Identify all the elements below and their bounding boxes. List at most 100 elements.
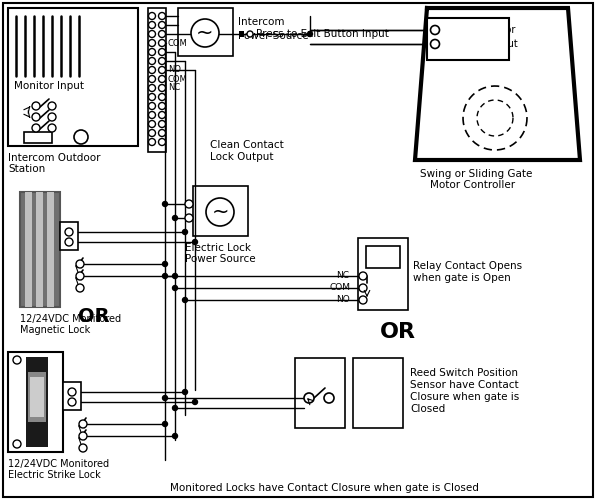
- Circle shape: [206, 198, 234, 226]
- Bar: [60, 222, 78, 250]
- Text: Monitored Locks have Contact Closure when gate is Closed: Monitored Locks have Contact Closure whe…: [170, 483, 479, 493]
- Circle shape: [159, 112, 166, 118]
- Circle shape: [148, 84, 156, 91]
- Bar: [193, 186, 248, 236]
- Circle shape: [48, 102, 56, 110]
- Text: COM: COM: [168, 74, 188, 84]
- Circle shape: [172, 406, 178, 410]
- Text: Press to Exit Button Input: Press to Exit Button Input: [256, 29, 389, 39]
- Bar: [36, 192, 43, 307]
- Circle shape: [148, 102, 156, 110]
- Circle shape: [65, 228, 73, 236]
- Circle shape: [148, 66, 156, 73]
- Circle shape: [48, 124, 56, 132]
- Bar: [30, 377, 44, 417]
- Circle shape: [68, 388, 76, 396]
- Circle shape: [148, 12, 156, 20]
- Circle shape: [159, 130, 166, 136]
- Circle shape: [163, 262, 167, 266]
- Circle shape: [359, 296, 367, 304]
- Circle shape: [32, 124, 40, 132]
- Text: Swing or Sliding Gate: Swing or Sliding Gate: [420, 169, 532, 179]
- Circle shape: [65, 238, 73, 246]
- Bar: [178, 8, 233, 56]
- Text: Reed Switch Position: Reed Switch Position: [410, 368, 518, 378]
- Text: NC: NC: [336, 272, 349, 280]
- Circle shape: [148, 120, 156, 128]
- Text: ~: ~: [211, 202, 229, 222]
- Circle shape: [159, 102, 166, 110]
- Circle shape: [247, 31, 253, 37]
- Text: Closure when gate is: Closure when gate is: [410, 392, 519, 402]
- Text: Clean Contact: Clean Contact: [210, 140, 284, 150]
- Circle shape: [163, 396, 167, 400]
- Bar: [148, 8, 166, 152]
- Bar: [8, 8, 138, 146]
- Circle shape: [172, 434, 178, 438]
- Circle shape: [148, 138, 156, 145]
- Bar: [26, 357, 48, 447]
- Text: Power Source: Power Source: [238, 31, 309, 41]
- Circle shape: [159, 66, 166, 73]
- Circle shape: [163, 274, 167, 278]
- Bar: [8, 352, 63, 452]
- Circle shape: [172, 274, 178, 278]
- Circle shape: [359, 284, 367, 292]
- Circle shape: [148, 94, 156, 100]
- Text: Motor Controller: Motor Controller: [430, 180, 515, 190]
- Text: NO: NO: [336, 296, 350, 304]
- Text: 12/24VDC Monitored: 12/24VDC Monitored: [20, 314, 121, 324]
- Text: Electric Strike Lock: Electric Strike Lock: [8, 470, 101, 480]
- Circle shape: [159, 84, 166, 91]
- Circle shape: [148, 76, 156, 82]
- Circle shape: [148, 40, 156, 46]
- Circle shape: [159, 40, 166, 46]
- Circle shape: [79, 420, 87, 428]
- Circle shape: [148, 30, 156, 38]
- Circle shape: [182, 390, 188, 394]
- Circle shape: [148, 58, 156, 64]
- Bar: [366, 246, 400, 268]
- Circle shape: [148, 22, 156, 29]
- Text: 12/24VDC Monitored: 12/24VDC Monitored: [8, 459, 109, 469]
- Circle shape: [193, 240, 197, 244]
- Text: ~: ~: [196, 23, 214, 43]
- Circle shape: [148, 48, 156, 56]
- Circle shape: [172, 216, 178, 220]
- Circle shape: [79, 432, 87, 440]
- Text: NO: NO: [168, 66, 181, 74]
- Circle shape: [159, 12, 166, 20]
- Text: Intercom: Intercom: [238, 17, 284, 27]
- Bar: [25, 192, 32, 307]
- Text: COM: COM: [168, 38, 188, 48]
- Circle shape: [68, 398, 76, 406]
- Text: Magnetic Lock: Magnetic Lock: [20, 325, 90, 335]
- Circle shape: [48, 113, 56, 121]
- Circle shape: [159, 76, 166, 82]
- Circle shape: [79, 444, 87, 452]
- Circle shape: [148, 130, 156, 136]
- Bar: [20, 192, 60, 307]
- Circle shape: [32, 102, 40, 110]
- Circle shape: [193, 400, 197, 404]
- Circle shape: [182, 298, 188, 302]
- Circle shape: [182, 230, 188, 234]
- Bar: [353, 358, 403, 428]
- Circle shape: [159, 120, 166, 128]
- Circle shape: [159, 22, 166, 29]
- Text: Closed: Closed: [410, 404, 445, 414]
- Circle shape: [163, 422, 167, 426]
- Circle shape: [185, 214, 193, 222]
- Circle shape: [359, 272, 367, 280]
- Bar: [427, 18, 509, 60]
- Circle shape: [324, 393, 334, 403]
- Circle shape: [13, 356, 21, 364]
- Text: or Light Output: or Light Output: [443, 39, 518, 49]
- Circle shape: [430, 26, 439, 35]
- Circle shape: [163, 202, 167, 206]
- Bar: [63, 382, 81, 410]
- Circle shape: [191, 19, 219, 47]
- Text: Sensor have Contact: Sensor have Contact: [410, 380, 519, 390]
- Circle shape: [159, 48, 166, 56]
- Text: Monitor Input: Monitor Input: [14, 81, 84, 91]
